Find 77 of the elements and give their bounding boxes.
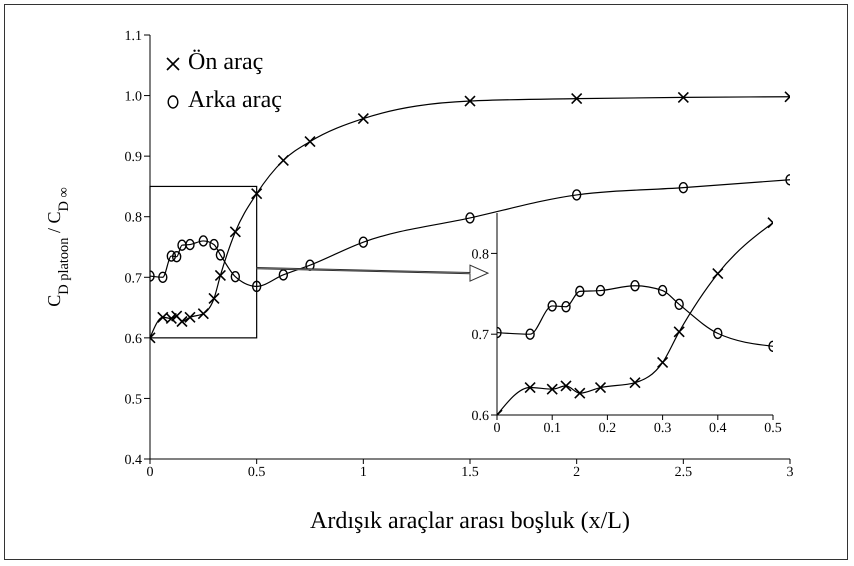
x-tick-label: 0.1: [543, 420, 561, 436]
legend-label: Ön araç: [188, 48, 264, 77]
y-tick-label: 0.7: [124, 271, 142, 286]
point: [216, 249, 226, 261]
point: [572, 189, 582, 201]
point: [358, 236, 368, 248]
x-tick-label: 0.5: [248, 464, 266, 480]
point: [230, 226, 242, 238]
point: [305, 259, 315, 271]
point: [184, 311, 196, 324]
point: [214, 270, 226, 282]
x-tick-label: 0.2: [598, 420, 616, 436]
point: [594, 382, 606, 394]
point: [656, 356, 668, 368]
point: [678, 182, 688, 194]
point: [525, 328, 535, 340]
point: [252, 280, 262, 292]
point: [166, 250, 176, 262]
point: [630, 280, 640, 292]
point: [158, 272, 168, 283]
point: [166, 312, 178, 324]
x-tick-label: 0.5: [764, 420, 782, 436]
point: [658, 284, 668, 296]
y-tick-label: 0.8: [472, 247, 489, 262]
point: [172, 250, 182, 262]
point: [176, 316, 188, 328]
legend-label: Arka araç: [188, 86, 282, 115]
point: [678, 92, 690, 104]
y-tick-label: 0.8: [124, 210, 142, 226]
point: [464, 95, 476, 107]
point: [198, 235, 208, 247]
x-tick-label: 2.5: [674, 464, 692, 480]
point: [570, 92, 582, 104]
y-tick-label: 0.5: [124, 392, 142, 408]
y-tick-label: 1.1: [124, 28, 142, 44]
point: [278, 269, 288, 281]
point: [713, 328, 722, 340]
point: [561, 301, 571, 312]
point: [673, 326, 685, 338]
point: [524, 382, 536, 394]
point: [209, 238, 219, 250]
x-tick-label: 0.4: [709, 420, 727, 436]
point: [170, 310, 182, 322]
x-tick-label: 2: [573, 464, 580, 480]
point: [674, 298, 684, 310]
point: [208, 292, 220, 304]
y-tick-label: 0.4: [124, 452, 142, 468]
point: [157, 311, 169, 324]
x-tick-label: 0: [146, 464, 154, 480]
point: [304, 136, 316, 148]
point: [596, 284, 606, 296]
point: [575, 286, 584, 298]
point: [177, 239, 187, 251]
y-tick-label: 1.0: [124, 90, 142, 105]
point: [574, 387, 586, 399]
y-tick-label: 0.6: [124, 332, 142, 347]
y-tick-label: 0.6: [472, 408, 489, 424]
x-tick-label: 1.5: [461, 464, 479, 480]
y-tick-label: 0.7: [472, 328, 489, 344]
point: [250, 188, 262, 200]
y-tick-label: 0.9: [124, 150, 142, 166]
x-axis-title: Ardışık araçlar arası boşluk (x/L): [310, 508, 630, 534]
point: [278, 154, 290, 166]
x-tick-label: 0.3: [654, 420, 672, 436]
point: [712, 268, 724, 280]
point: [230, 270, 240, 282]
point: [185, 238, 195, 250]
x-tick-label: 1: [360, 464, 367, 480]
point: [546, 383, 558, 395]
point: [560, 380, 572, 392]
point: [548, 300, 557, 312]
point: [198, 308, 210, 320]
x-tick-label: 3: [786, 464, 794, 480]
point: [358, 112, 370, 124]
x-tick-label: 0: [494, 420, 500, 436]
point: [629, 376, 641, 388]
point: [465, 212, 475, 224]
